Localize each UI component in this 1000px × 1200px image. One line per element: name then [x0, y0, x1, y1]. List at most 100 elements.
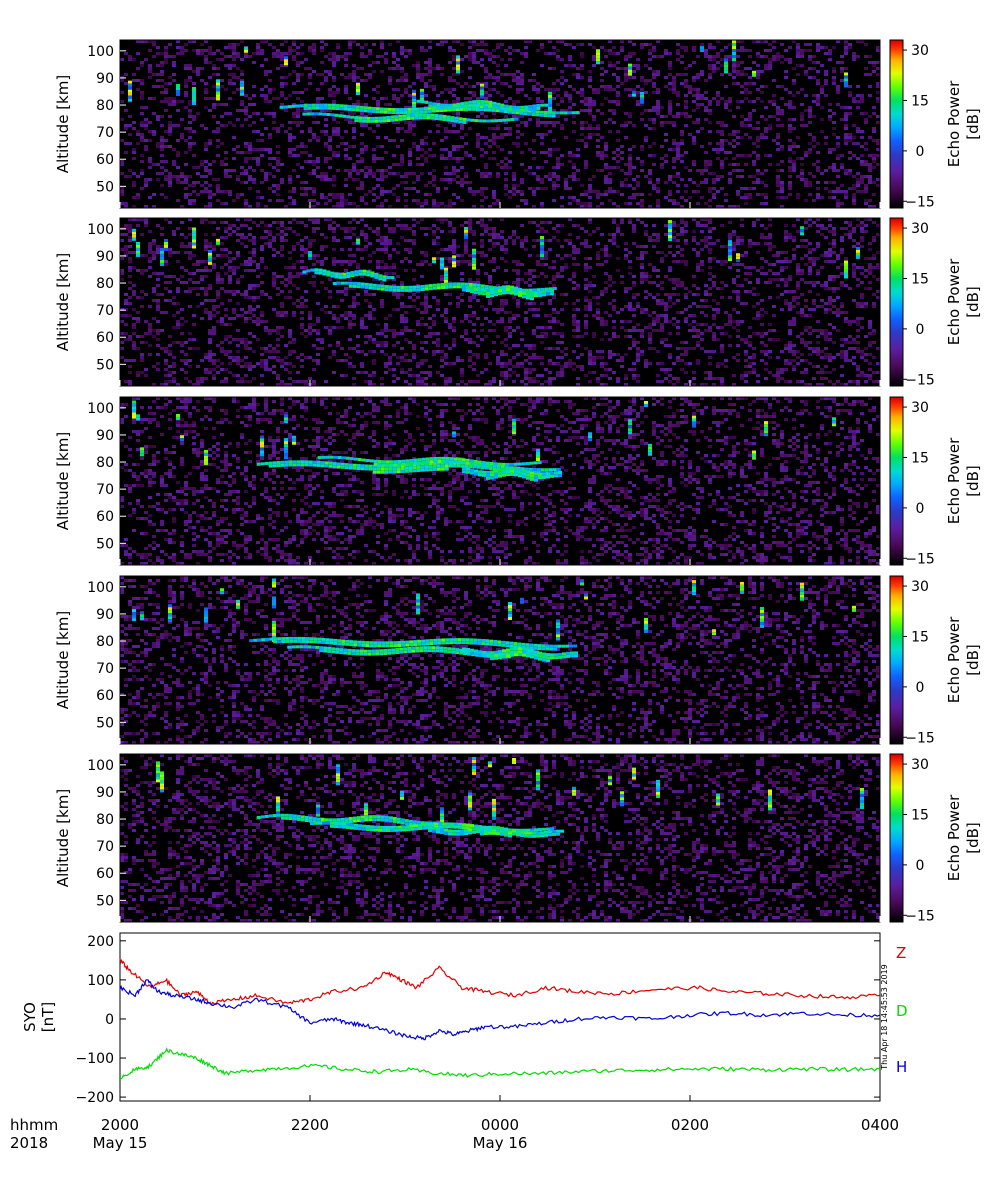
y-tick-label: −200: [76, 1090, 114, 1106]
noise-cells: [120, 754, 880, 922]
y-tick-label: 50: [96, 179, 114, 195]
colorbar-tick-label: 0: [916, 501, 925, 517]
y-tick-label: 80: [96, 276, 114, 292]
colorbar-label: Echo Power: [945, 794, 963, 881]
colorbar-label: Echo Power: [945, 258, 963, 345]
series-label-D: D: [896, 1002, 908, 1020]
y-tick-label: 80: [96, 455, 114, 471]
plot-frame: [119, 932, 881, 1102]
colorbar-label: Echo Power: [945, 437, 963, 524]
noise-cells: [120, 40, 880, 208]
colorbar-unit: [dB]: [964, 465, 982, 497]
colorbar-label: Echo Power: [945, 80, 963, 167]
x-tick-time: 2200: [291, 1116, 329, 1134]
y-tick-label: 60: [96, 330, 114, 346]
y-tick-label: 80: [96, 98, 114, 114]
series-label-Z: Z: [896, 944, 906, 962]
y-tick-label: −100: [76, 1051, 114, 1067]
colorbar-tick-label: 30: [911, 221, 929, 237]
y-axis-label: Altitude [km]: [54, 253, 72, 351]
colorbar-tick-label: −15: [905, 194, 935, 210]
y-tick-label: 90: [96, 785, 114, 801]
radar-panel-2: 50 60 70 80 90 100 Altitude [km] −15 0 15 30 Echo P…: [54, 217, 982, 388]
y-axis-label: Altitude [km]: [54, 432, 72, 530]
y-tick-label: 90: [96, 607, 114, 623]
echo-layers: [256, 455, 562, 482]
y-tick-label: 90: [96, 428, 114, 444]
noise-cells: [120, 397, 880, 565]
y-tick-label: 90: [96, 71, 114, 87]
noise-cells: [120, 218, 880, 386]
x-tick-time: 0400: [861, 1116, 899, 1134]
y-tick-label: 100: [87, 401, 114, 417]
colorbar-tick-label: 0: [916, 680, 925, 696]
series-line-D: [119, 1047, 881, 1080]
x-tick-date: May 15: [93, 1134, 148, 1152]
y-tick-label: 0: [105, 1012, 114, 1028]
colorbar-tick-label: 15: [911, 629, 929, 645]
colorbar-tick-label: 30: [911, 757, 929, 773]
radar-panel-3: 50 60 70 80 90 100 Altitude [km] −15 0 15 30 Echo P…: [54, 396, 982, 567]
colorbar: [889, 39, 904, 209]
y-tick-label: 70: [96, 482, 114, 498]
colorbar-tick-label: 15: [911, 450, 929, 466]
y-tick-label: 100: [87, 973, 114, 989]
magnetometer-plot: −200 −100 0 100 200 SYO [nT] Z D H Thu Apr 18 14:4…: [21, 932, 908, 1106]
x-tick-time: 0200: [671, 1116, 709, 1134]
y-axis-label: Altitude [km]: [54, 789, 72, 887]
y-tick-label: 100: [87, 44, 114, 60]
colorbar-unit: [dB]: [964, 644, 982, 676]
echo-layers: [256, 813, 564, 838]
colorbar-tick-label: 30: [911, 43, 929, 59]
echo-layers: [302, 268, 557, 301]
colorbar-unit: [dB]: [964, 822, 982, 854]
y-tick-label: 50: [96, 357, 114, 373]
y-tick-label: 80: [96, 634, 114, 650]
colorbar-unit: [dB]: [964, 108, 982, 140]
colorbar: [889, 753, 904, 923]
y-tick-label: 100: [87, 758, 114, 774]
colorbar-tick-label: 0: [916, 858, 925, 874]
x-tick-time: 2000: [101, 1116, 139, 1134]
x-row-label-year: 2018: [10, 1134, 48, 1152]
y-tick-label: 50: [96, 715, 114, 731]
y-axis-label: Altitude [km]: [54, 611, 72, 709]
series-line-H: [119, 979, 881, 1041]
colorbar-tick-label: 30: [911, 400, 929, 416]
colorbar-tick-label: −15: [905, 372, 935, 388]
colorbar: [889, 575, 904, 745]
radar-panel-5: 50 60 70 80 90 100 Altitude [km] −15 0 15 30 Echo P…: [54, 753, 982, 924]
x-tick-date: May 16: [473, 1134, 528, 1152]
colorbar-unit: [dB]: [964, 286, 982, 318]
y-axis-label-station: SYO: [21, 1002, 39, 1032]
colorbar: [889, 396, 904, 566]
radar-panel-1: 50 60 70 80 90 100 Altitude [km] −15 0 15 30 Echo P…: [54, 39, 982, 210]
colorbar-tick-label: −15: [905, 730, 935, 746]
y-tick-label: 60: [96, 152, 114, 168]
radar-panel-4: 50 60 70 80 90 100 Altitude [km] −15 0 15 30 Echo P…: [54, 575, 982, 746]
echo-layers: [279, 99, 580, 124]
colorbar-tick-label: −15: [905, 551, 935, 567]
colorbar: [889, 217, 904, 387]
timestamp: Thu Apr 18 14:45:53 2019: [880, 964, 889, 1071]
series-label-H: H: [896, 1058, 907, 1076]
y-tick-label: 90: [96, 249, 114, 265]
x-tick-time: 0000: [481, 1116, 519, 1134]
y-tick-label: 70: [96, 303, 114, 319]
y-tick-label: 60: [96, 688, 114, 704]
y-tick-label: 70: [96, 839, 114, 855]
y-tick-label: 50: [96, 893, 114, 909]
y-tick-label: 50: [96, 536, 114, 552]
colorbar-tick-label: 15: [911, 807, 929, 823]
colorbar-tick-label: 15: [911, 271, 929, 287]
colorbar-tick-label: 0: [916, 144, 925, 160]
y-tick-label: 70: [96, 125, 114, 141]
colorbar-tick-label: 15: [911, 93, 929, 109]
y-tick-label: 60: [96, 509, 114, 525]
y-axis-label: Altitude [km]: [54, 75, 72, 173]
series-line-Z: [119, 958, 881, 1007]
colorbar-tick-label: −15: [905, 908, 935, 924]
y-tick-label: 70: [96, 661, 114, 677]
